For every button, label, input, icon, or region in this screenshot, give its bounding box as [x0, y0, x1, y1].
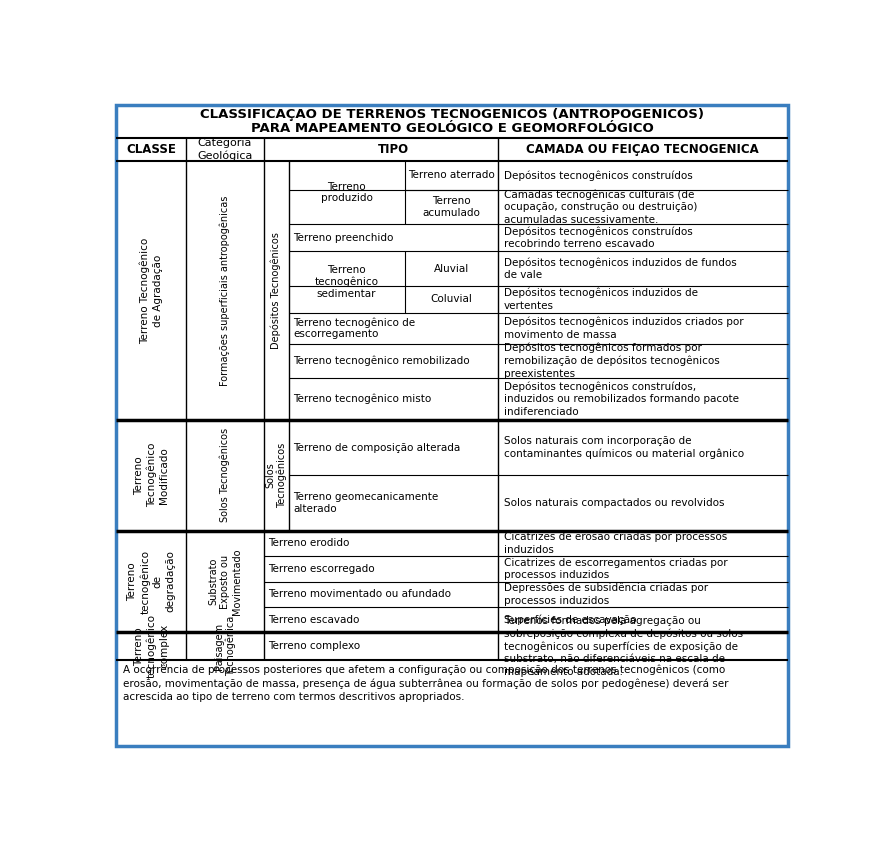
- Text: Terreno
acumulado: Terreno acumulado: [422, 196, 480, 218]
- Text: Terreno
tecnogênico
complex: Terreno tecnogênico complex: [133, 614, 169, 678]
- Text: Terreno aterrado: Terreno aterrado: [407, 170, 495, 180]
- Text: Terreno movimentado ou afundado: Terreno movimentado ou afundado: [268, 589, 452, 600]
- Text: Categoria
Geológica: Categoria Geológica: [198, 138, 252, 161]
- Text: Terreno tecnogênico misto: Terreno tecnogênico misto: [293, 394, 431, 404]
- Text: A ocorrência de processos posteriores que afetem a configuração ou composição do: A ocorrência de processos posteriores qu…: [123, 664, 729, 702]
- Text: Depósitos tecnogênicos construídos: Depósitos tecnogênicos construídos: [504, 170, 692, 180]
- Text: Depressões de subsidência criadas por
processos induzidos: Depressões de subsidência criadas por pr…: [504, 583, 708, 605]
- Text: Cicatrizes de erosão criadas por processos
induzidos: Cicatrizes de erosão criadas por process…: [504, 532, 727, 555]
- Text: Camadas tecnogênicas culturais (de
ocupação, construção ou destruição)
acumulada: Camadas tecnogênicas culturais (de ocupa…: [504, 189, 698, 225]
- Text: Substrato
Exposto ou
Movimentado: Substrato Exposto ou Movimentado: [208, 548, 242, 615]
- Text: Superfícies de escavação: Superfícies de escavação: [504, 615, 637, 625]
- Text: Terreno preenchido: Terreno preenchido: [293, 232, 393, 242]
- Text: Depósitos tecnogênicos induzidos criados por
movimento de massa: Depósitos tecnogênicos induzidos criados…: [504, 317, 744, 339]
- Text: CLASSIFICAÇAO DE TERRENOS TECNOGENICOS (ANTROPOGENICOS): CLASSIFICAÇAO DE TERRENOS TECNOGENICOS (…: [200, 108, 704, 121]
- Text: Formações superficiais antropogênicas: Formações superficiais antropogênicas: [220, 195, 230, 386]
- Text: Paisagem
Tecnogênica: Paisagem Tecnogênica: [213, 616, 236, 676]
- Text: Solos Tecnogênicos: Solos Tecnogênicos: [220, 429, 230, 522]
- Text: Terreno erodido: Terreno erodido: [268, 538, 350, 548]
- Text: Depósitos tecnogênicos induzidos de
vertentes: Depósitos tecnogênicos induzidos de vert…: [504, 288, 698, 311]
- Text: Terreno
Tecnogênico
Modificado: Terreno Tecnogênico Modificado: [133, 443, 169, 508]
- Text: Depósitos tecnogênicos construídos,
induzidos ou remobilizados formando pacote
i: Depósitos tecnogênicos construídos, indu…: [504, 381, 739, 417]
- Text: Depósitos tecnogênicos formados por
remobilização de depósitos tecnogênicos
pree: Depósitos tecnogênicos formados por remo…: [504, 343, 720, 379]
- Text: CLASSE: CLASSE: [126, 143, 176, 156]
- Text: Terreno
tecnogênico
sedimentar: Terreno tecnogênico sedimentar: [315, 265, 378, 299]
- Text: Terreno escorregado: Terreno escorregado: [268, 564, 375, 573]
- Text: Depósitos tecnogênicos induzidos de fundos
de vale: Depósitos tecnogênicos induzidos de fund…: [504, 257, 736, 280]
- Text: Terreno geomecanicamente
alterado: Terreno geomecanicamente alterado: [293, 493, 438, 514]
- Text: PARA MAPEAMENTO GEOLÓGICO E GEOMORFOLÓGICO: PARA MAPEAMENTO GEOLÓGICO E GEOMORFOLÓGI…: [250, 122, 654, 135]
- Text: CAMADA OU FEIÇAO TECNOGENICA: CAMADA OU FEIÇAO TECNOGENICA: [527, 143, 759, 156]
- Text: Cicatrizes de escorregamentos criadas por
processos induzidos: Cicatrizes de escorregamentos criadas po…: [504, 557, 728, 580]
- Text: Terreno de composição alterada: Terreno de composição alterada: [293, 443, 460, 452]
- Text: Terrenos formados pela agregação ou
sobreposição complexa de depósitos ou solos
: Terrenos formados pela agregação ou sobr…: [504, 616, 743, 677]
- Text: Terreno
tecnogênico
de
degradação: Terreno tecnogênico de degradação: [127, 550, 176, 614]
- Text: Coluvial: Coluvial: [430, 295, 472, 304]
- Text: Terreno escavado: Terreno escavado: [268, 615, 360, 625]
- Text: Terreno
produzido: Terreno produzido: [321, 182, 372, 204]
- Text: Depósitos tecnogênicos construídos
recobrindo terreno escavado: Depósitos tecnogênicos construídos recob…: [504, 226, 692, 249]
- Text: Solos
Tecnogênicos: Solos Tecnogênicos: [265, 443, 288, 508]
- Text: Terreno Tecnogênico
de Agradação: Terreno Tecnogênico de Agradação: [140, 237, 163, 344]
- Text: Solos naturais com incorporação de
contaminantes químicos ou material orgânico: Solos naturais com incorporação de conta…: [504, 436, 744, 459]
- Text: Depósitos Tecnogênicos: Depósitos Tecnogênicos: [271, 232, 281, 349]
- Text: TIPO: TIPO: [377, 143, 408, 156]
- Text: Aluvial: Aluvial: [434, 264, 469, 274]
- Text: Solos naturais compactados ou revolvidos: Solos naturais compactados ou revolvidos: [504, 498, 724, 508]
- Text: Terreno complexo: Terreno complexo: [268, 642, 361, 651]
- Text: Terreno tecnogênico remobilizado: Terreno tecnogênico remobilizado: [293, 355, 470, 366]
- Text: Terreno tecnogênico de
escorregamento: Terreno tecnogênico de escorregamento: [293, 317, 415, 339]
